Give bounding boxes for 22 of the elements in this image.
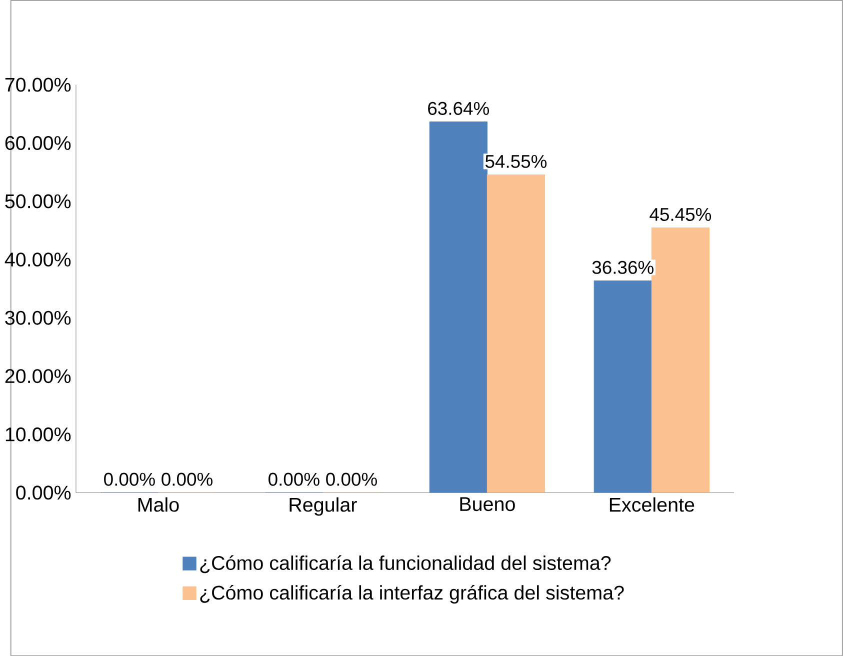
data-label: 54.55% bbox=[485, 154, 547, 168]
data-label: 36.36% bbox=[592, 260, 654, 274]
y-tick-label: 40.00% bbox=[4, 252, 71, 266]
y-tick-label: 60.00% bbox=[5, 136, 71, 150]
legend-label: ¿Cómo calificaría la funcionalidad del sistema? bbox=[200, 555, 611, 573]
data-label: 0.00% bbox=[162, 472, 212, 486]
data-label: 45.45% bbox=[650, 208, 712, 221]
x-tick-label: Regular bbox=[290, 497, 357, 516]
y-tick-label: 50.00% bbox=[5, 194, 71, 208]
data-label: 0.00% bbox=[104, 472, 155, 486]
x-tick-label: Bueno bbox=[460, 497, 515, 511]
data-label: 0.00% bbox=[326, 472, 377, 486]
x-tick-label: Malo bbox=[138, 497, 179, 512]
data-label: 0.00% bbox=[268, 472, 320, 486]
y-tick-label: 20.00% bbox=[5, 368, 71, 383]
data-label: 63.64% bbox=[428, 102, 489, 115]
x-tick-label: Excelente bbox=[610, 497, 694, 512]
legend-label: ¿Cómo calificaría la interfaz gráfica del sistema? bbox=[200, 584, 624, 604]
y-tick-label: 10.00% bbox=[6, 427, 71, 442]
y-tick-label: 70.00% bbox=[5, 78, 71, 92]
y-tick-label: 0.00% bbox=[16, 485, 71, 500]
y-tick-label: 30.00% bbox=[5, 310, 71, 325]
